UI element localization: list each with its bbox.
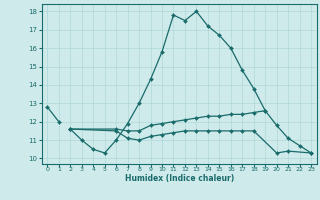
X-axis label: Humidex (Indice chaleur): Humidex (Indice chaleur) bbox=[124, 174, 234, 183]
